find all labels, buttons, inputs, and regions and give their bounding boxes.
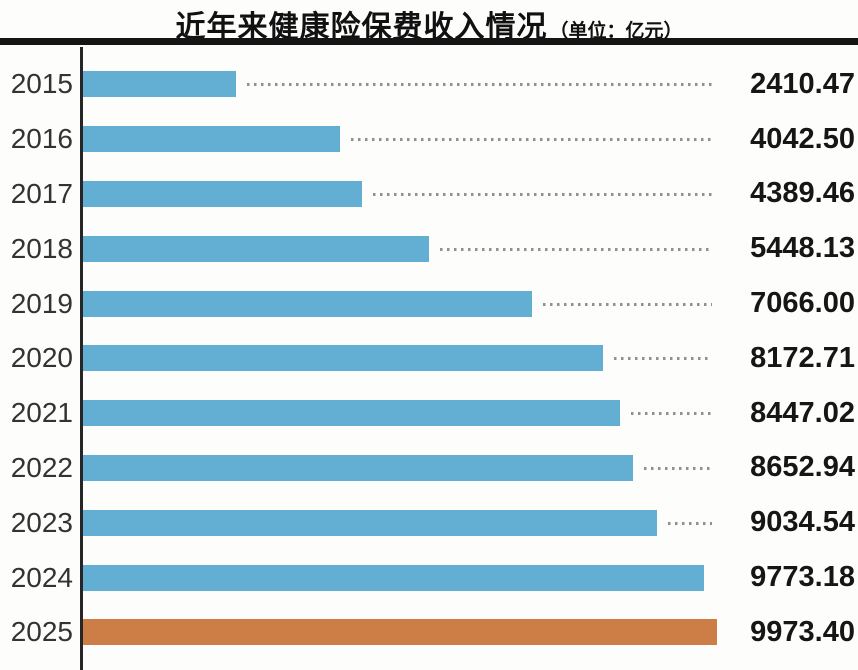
value-label: 4389.46 [750, 177, 855, 210]
year-label: 2017 [10, 177, 73, 209]
leader-dots [440, 247, 712, 251]
year-label: 2019 [10, 287, 73, 319]
chart-row: 2022 8652.94 [0, 441, 858, 496]
year-label: 2015 [10, 68, 73, 100]
chart-row: 2021 8447.02 [0, 386, 858, 441]
value-label: 4042.50 [750, 122, 855, 155]
year-label: 2025 [10, 616, 73, 648]
chart-row: 2019 7066.00 [0, 276, 858, 331]
chart-row: 2020 8172.71 [0, 331, 858, 386]
bar-cell [83, 564, 710, 591]
bar-2022 [83, 454, 634, 481]
year-label: 2022 [10, 451, 73, 483]
value-label: 9034.54 [750, 506, 855, 539]
bar-cell [83, 509, 712, 536]
bar-2019 [83, 290, 533, 317]
bar-cell [83, 126, 712, 153]
year-label: 2023 [10, 506, 73, 538]
value-label: 9973.40 [750, 615, 855, 648]
chart-row: 2018 5448.13 [0, 221, 858, 276]
bar-2020 [83, 345, 603, 372]
leader-dots [351, 138, 712, 142]
value-label: 9773.18 [750, 561, 855, 594]
leader-dots [631, 412, 712, 416]
bar-cell [83, 400, 712, 427]
y-axis-line [80, 47, 83, 670]
year-label: 2020 [10, 342, 73, 374]
bar-cell [83, 235, 712, 262]
leader-dots [247, 83, 712, 87]
value-label: 8447.02 [750, 396, 855, 429]
bar-cell [83, 454, 712, 481]
bar-cell [83, 290, 712, 317]
chart-row: 2015 2410.47 [0, 57, 858, 112]
bar-2015 [83, 71, 237, 98]
bar-2024 [83, 564, 705, 591]
value-label: 5448.13 [750, 232, 855, 265]
chart-row: 2024 9773.18 [0, 550, 858, 605]
leader-dots [644, 466, 712, 470]
year-label: 2024 [10, 561, 73, 593]
header-rule [0, 38, 858, 45]
bar-2025 [83, 619, 717, 646]
value-label: 8172.71 [750, 341, 855, 374]
year-label: 2018 [10, 232, 73, 264]
leader-dots [373, 192, 712, 196]
bar-2016 [83, 126, 340, 153]
chart-header: 近年来健康险保费收入情况 （单位：亿元） [0, 0, 858, 44]
year-label: 2016 [10, 123, 73, 155]
chart-row: 2017 4389.46 [0, 167, 858, 222]
leader-dots [613, 357, 712, 361]
bar-2023 [83, 509, 658, 536]
bar-2021 [83, 400, 620, 427]
bar-cell [83, 619, 717, 646]
value-label: 2410.47 [750, 67, 855, 100]
chart-row: 2023 9034.54 [0, 495, 858, 550]
leader-dots [543, 302, 712, 306]
chart-row: 2025 9973.40 [0, 605, 858, 660]
chart-unit-label: （单位：亿元） [549, 21, 683, 42]
leader-dots [668, 521, 712, 525]
bar-cell [83, 345, 712, 372]
bar-chart: 2015 2410.47 2016 4042.50 2017 4389.46 2018 544… [0, 45, 858, 670]
bar-2017 [83, 180, 362, 207]
bar-cell [83, 180, 712, 207]
bar-cell [83, 71, 712, 98]
chart-row: 2016 4042.50 [0, 112, 858, 167]
value-label: 8652.94 [750, 451, 855, 484]
bar-2018 [83, 235, 430, 262]
chart-rows: 2015 2410.47 2016 4042.50 2017 4389.46 2018 544… [0, 45, 858, 670]
year-label: 2021 [10, 397, 73, 429]
value-label: 7066.00 [750, 287, 855, 320]
